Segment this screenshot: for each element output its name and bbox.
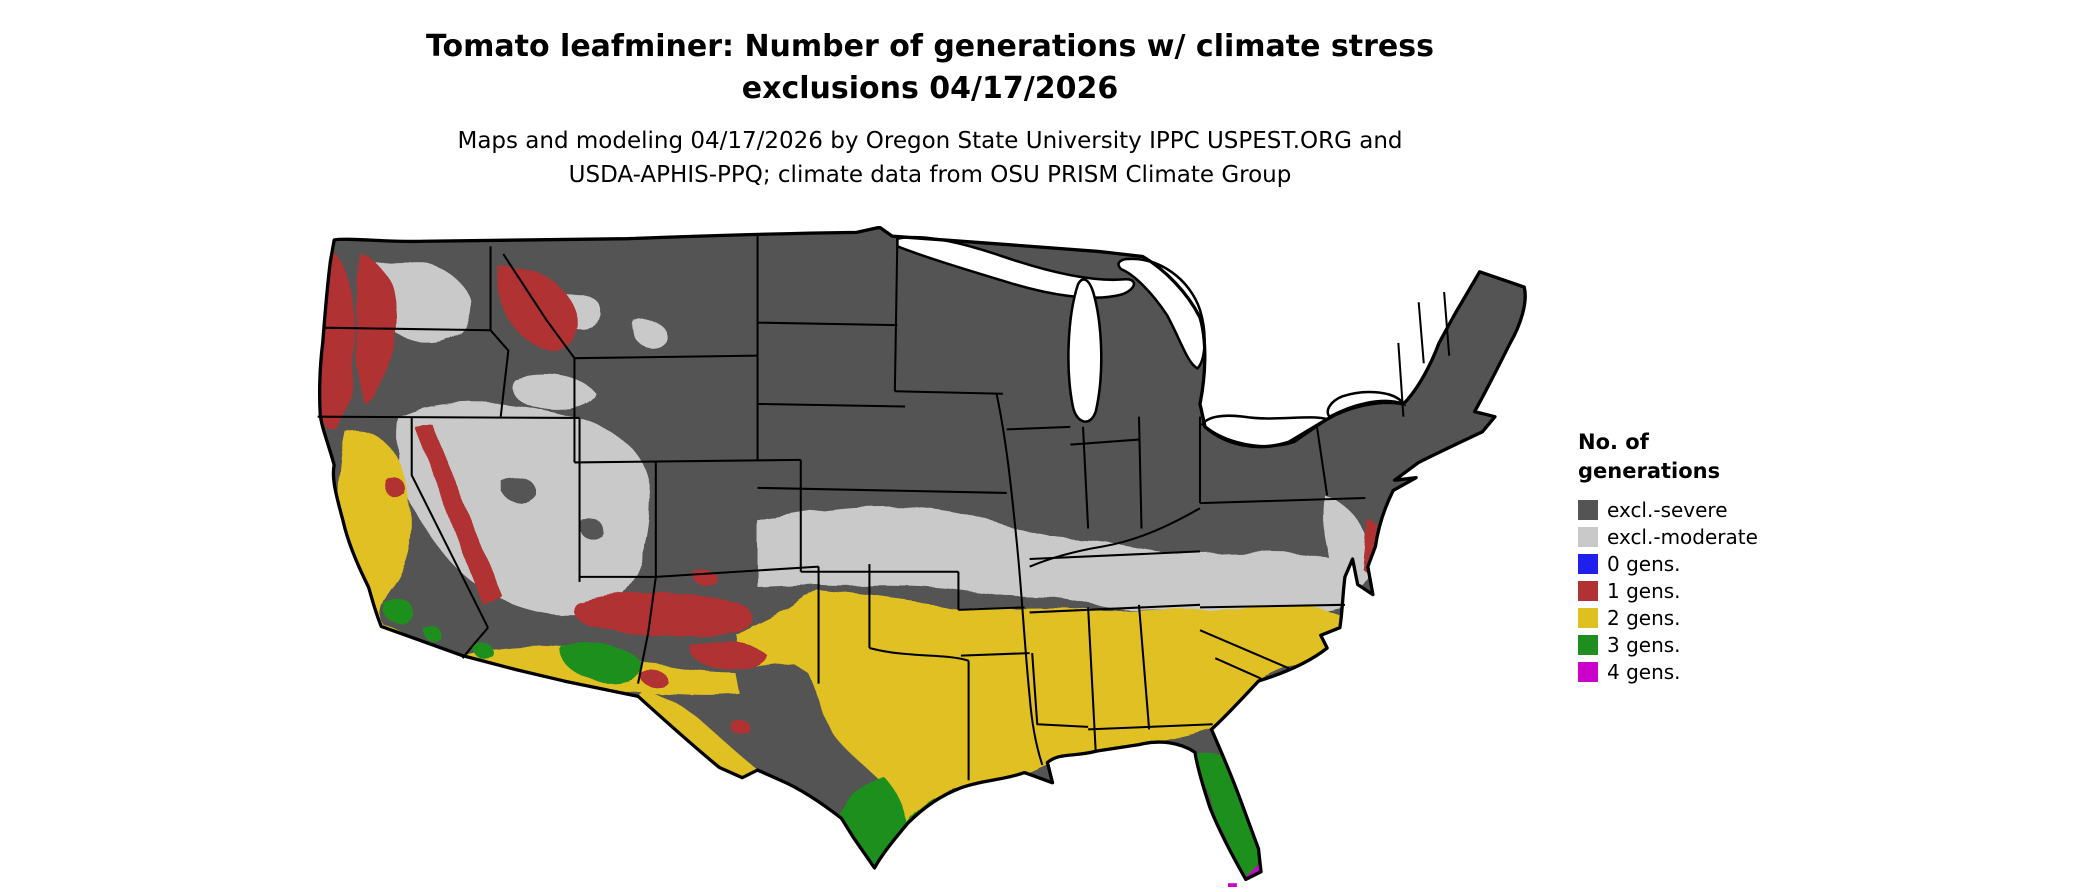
legend-item: excl.-severe bbox=[1578, 499, 1838, 521]
us-map-svg bbox=[317, 226, 1527, 887]
legend-item: 3 gens. bbox=[1578, 634, 1838, 656]
legend-item-label: 3 gens. bbox=[1607, 633, 1681, 657]
zone-excl-moderate bbox=[397, 402, 651, 615]
us-generations-map bbox=[310, 226, 1556, 887]
zone-3-gens bbox=[560, 643, 644, 682]
zone-1-gens bbox=[414, 424, 504, 605]
legend-swatch bbox=[1578, 635, 1598, 655]
legend-swatch bbox=[1578, 554, 1598, 574]
lake-superior bbox=[896, 235, 1136, 299]
zone-4-gens-keys bbox=[1227, 883, 1237, 887]
page-subtitle-line1: Maps and modeling 04/17/2026 by Oregon S… bbox=[457, 128, 1403, 154]
legend-item: 4 gens. bbox=[1578, 661, 1838, 683]
legend-swatch bbox=[1578, 581, 1598, 601]
legend-swatch bbox=[1578, 527, 1598, 547]
legend-item: 1 gens. bbox=[1578, 580, 1838, 602]
legend-item: excl.-moderate bbox=[1578, 526, 1838, 548]
zone-1-gens bbox=[638, 671, 669, 688]
zone-1-gens bbox=[386, 478, 408, 501]
zone-excl-moderate bbox=[1323, 495, 1373, 590]
zone-1-gens bbox=[572, 592, 753, 637]
legend-swatch bbox=[1578, 500, 1598, 520]
legend-swatch bbox=[1578, 608, 1598, 628]
lake-michigan bbox=[1067, 278, 1103, 423]
zone-excl-moderate bbox=[632, 319, 667, 348]
great-lakes bbox=[896, 235, 1407, 448]
legend-title-line1: No. of bbox=[1578, 430, 1649, 454]
zone-excl-severe-speckle bbox=[576, 516, 603, 539]
legend-title-line2: generations bbox=[1578, 459, 1721, 483]
zone-3-gens bbox=[472, 643, 494, 660]
page-subtitle: Maps and modeling 04/17/2026 by Oregon S… bbox=[0, 124, 1860, 192]
zone-3-gens bbox=[383, 599, 415, 625]
legend-item-label: 4 gens. bbox=[1607, 660, 1681, 684]
legend-item-label: excl.-severe bbox=[1607, 498, 1728, 522]
page-title-line1: Tomato leafminer: Number of generations … bbox=[426, 29, 1434, 64]
zone-excl-severe-speckle bbox=[500, 477, 537, 503]
lake-huron bbox=[1117, 257, 1206, 370]
legend-item: 0 gens. bbox=[1578, 553, 1838, 575]
legend-item-label: 2 gens. bbox=[1607, 606, 1681, 630]
us-outline bbox=[318, 226, 1527, 882]
legend-items: excl.-severe excl.-moderate 0 gens. 1 ge… bbox=[1578, 499, 1838, 683]
page-title-line2: exclusions 04/17/2026 bbox=[741, 71, 1119, 106]
legend: No. of generations excl.-severe excl.-mo… bbox=[1578, 428, 1838, 688]
page-title: Tomato leafminer: Number of generations … bbox=[0, 26, 1860, 110]
zone-1-gens bbox=[729, 719, 751, 734]
state-borders bbox=[317, 236, 1451, 781]
legend-item: 2 gens. bbox=[1578, 607, 1838, 629]
florida-keys bbox=[1227, 883, 1237, 887]
zone-1-gens bbox=[320, 246, 356, 431]
zone-patches bbox=[320, 246, 1378, 880]
zone-1-gens bbox=[690, 641, 768, 670]
legend-title: No. of generations bbox=[1578, 428, 1838, 486]
legend-item-label: 1 gens. bbox=[1607, 579, 1681, 603]
legend-item-label: 0 gens. bbox=[1607, 552, 1681, 576]
page-subtitle-line2: USDA-APHIS-PPQ; climate data from OSU PR… bbox=[568, 162, 1292, 188]
legend-swatch bbox=[1578, 662, 1598, 682]
legend-item-label: excl.-moderate bbox=[1607, 525, 1758, 549]
climate-zones bbox=[319, 227, 1526, 880]
zone-2-gens bbox=[737, 589, 1348, 824]
zone-2-gens bbox=[638, 688, 758, 778]
zone-excl-moderate bbox=[757, 506, 1358, 617]
zone-3-gens bbox=[421, 626, 443, 643]
